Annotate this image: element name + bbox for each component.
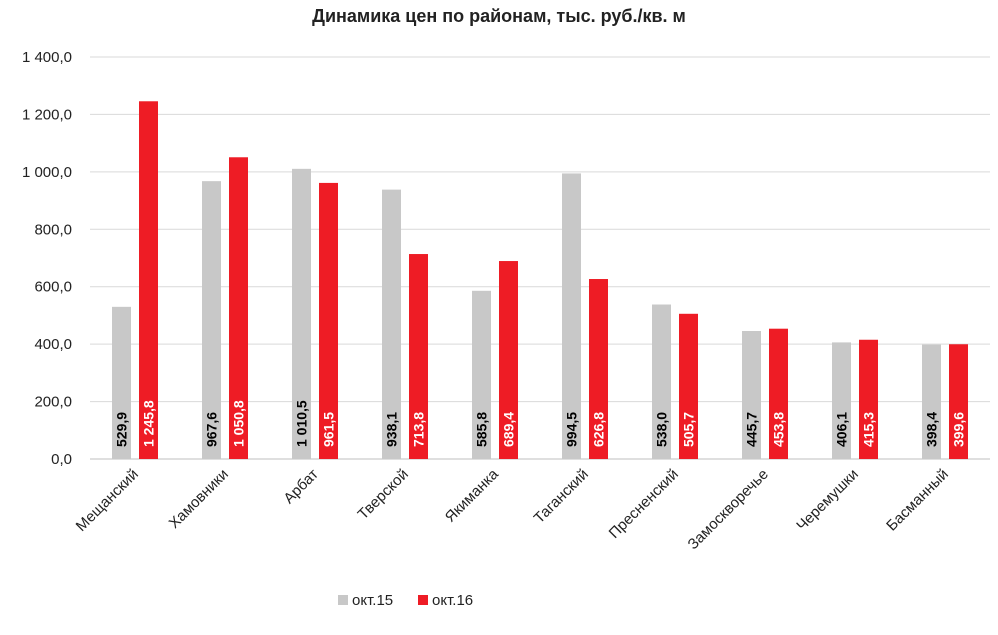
x-tick-label: Мещанский [73, 466, 142, 535]
y-tick-label: 400,0 [34, 336, 72, 353]
bar-oct16 [949, 344, 968, 459]
bar-oct16 [139, 101, 158, 459]
data-label: 505,7 [681, 412, 697, 447]
y-tick-label: 600,0 [34, 279, 72, 296]
data-label: 1 010,5 [294, 400, 310, 447]
bar-oct15 [922, 344, 941, 459]
data-label: 689,4 [501, 412, 517, 447]
bar-oct16 [409, 254, 428, 459]
data-label: 994,5 [564, 412, 580, 447]
bar-oct15 [292, 168, 311, 459]
chart-title: Динамика цен по районам, тыс. руб./кв. м [312, 6, 686, 26]
x-tick-label: Арбат [280, 466, 321, 507]
data-label: 967,6 [204, 412, 220, 447]
legend-label: окт.16 [432, 592, 473, 609]
data-label: 538,0 [654, 412, 670, 447]
data-labels: 529,9 1 245,8 967,6 1 050,8 1 010,5 961,5 938,… [114, 400, 967, 447]
y-tick-label: 1 200,0 [22, 106, 72, 123]
legend-swatch [338, 595, 348, 605]
legend: окт.15 окт.16 [338, 592, 473, 609]
x-tick-label: Таганский [531, 466, 592, 527]
x-tick-label: Басманный [883, 466, 952, 535]
data-label: 415,3 [861, 412, 877, 447]
legend-swatch [418, 595, 428, 605]
x-tick-label: Пресненский [606, 466, 682, 542]
bar-oct15 [112, 306, 131, 459]
y-tick-label: 1 400,0 [22, 49, 72, 66]
data-label: 713,8 [411, 412, 427, 447]
x-tick-label: Якиманка [442, 465, 503, 526]
bar-oct15 [382, 189, 401, 459]
bar-oct16 [859, 339, 878, 459]
bar-oct16 [499, 261, 518, 459]
data-label: 406,1 [834, 412, 850, 447]
bars [112, 101, 968, 460]
bar-oct16 [589, 279, 608, 459]
bar-oct15 [742, 331, 761, 459]
data-label: 938,1 [384, 412, 400, 447]
x-tick-label: Тверской [355, 466, 412, 523]
y-tick-label: 1 000,0 [22, 164, 72, 181]
x-tick-label: Замоскворечье [685, 466, 772, 553]
data-label: 399,6 [951, 412, 967, 447]
bar-oct15 [202, 181, 221, 459]
data-label: 445,7 [744, 412, 760, 447]
gridlines [90, 56, 990, 460]
bar-oct16 [319, 182, 338, 459]
x-axis-ticks: Мещанский Хамовники Арбат Тверской Якиманка Т… [73, 465, 952, 553]
data-label: 1 245,8 [141, 400, 157, 447]
data-label: 585,8 [474, 412, 490, 447]
bar-oct15 [832, 342, 851, 459]
legend-label: окт.15 [352, 592, 393, 609]
bar-oct15 [562, 173, 581, 459]
data-label: 961,5 [321, 412, 337, 447]
bar-oct16 [229, 157, 248, 460]
x-tick-label: Хамовники [166, 466, 232, 532]
data-label: 453,8 [771, 412, 787, 447]
y-tick-label: 200,0 [34, 394, 72, 411]
x-tick-label: Черемушки [793, 466, 862, 535]
y-tick-label: 0,0 [51, 451, 72, 468]
bar-oct16 [679, 313, 698, 459]
y-tick-label: 800,0 [34, 221, 72, 238]
bar-oct16 [769, 328, 788, 459]
data-label: 529,9 [114, 412, 130, 447]
y-axis-ticks: 0,0 200,0 400,0 600,0 800,0 1 000,0 1 200,0 1 4… [22, 49, 72, 468]
data-label: 1 050,8 [231, 400, 247, 447]
bar-oct15 [652, 304, 671, 459]
data-label: 398,4 [924, 412, 940, 447]
bar-oct15 [472, 290, 491, 459]
data-label: 626,8 [591, 412, 607, 447]
